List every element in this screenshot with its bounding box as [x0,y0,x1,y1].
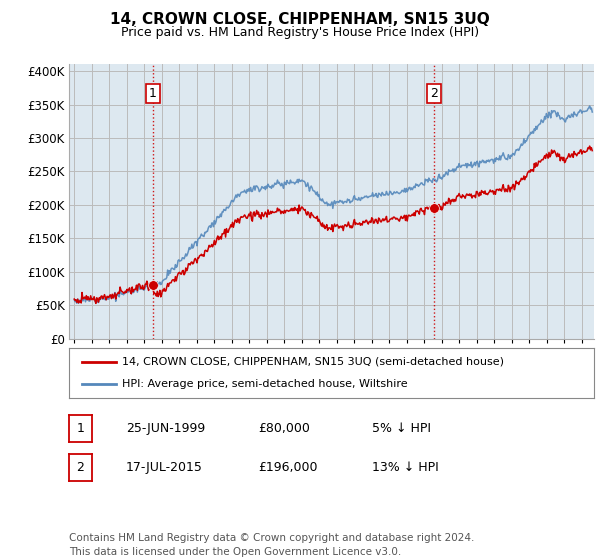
Text: £80,000: £80,000 [258,422,310,435]
Text: 5% ↓ HPI: 5% ↓ HPI [372,422,431,435]
Text: 17-JUL-2015: 17-JUL-2015 [126,461,203,474]
Text: 1: 1 [76,422,85,435]
Text: 14, CROWN CLOSE, CHIPPENHAM, SN15 3UQ (semi-detached house): 14, CROWN CLOSE, CHIPPENHAM, SN15 3UQ (s… [121,357,503,367]
Text: HPI: Average price, semi-detached house, Wiltshire: HPI: Average price, semi-detached house,… [121,379,407,389]
Text: 2: 2 [430,87,437,100]
Text: 13% ↓ HPI: 13% ↓ HPI [372,461,439,474]
Text: 2: 2 [76,461,85,474]
Text: £196,000: £196,000 [258,461,317,474]
Text: 1: 1 [149,87,157,100]
Text: Contains HM Land Registry data © Crown copyright and database right 2024.
This d: Contains HM Land Registry data © Crown c… [69,533,475,557]
Text: 14, CROWN CLOSE, CHIPPENHAM, SN15 3UQ: 14, CROWN CLOSE, CHIPPENHAM, SN15 3UQ [110,12,490,27]
Text: Price paid vs. HM Land Registry's House Price Index (HPI): Price paid vs. HM Land Registry's House … [121,26,479,39]
Text: 25-JUN-1999: 25-JUN-1999 [126,422,205,435]
